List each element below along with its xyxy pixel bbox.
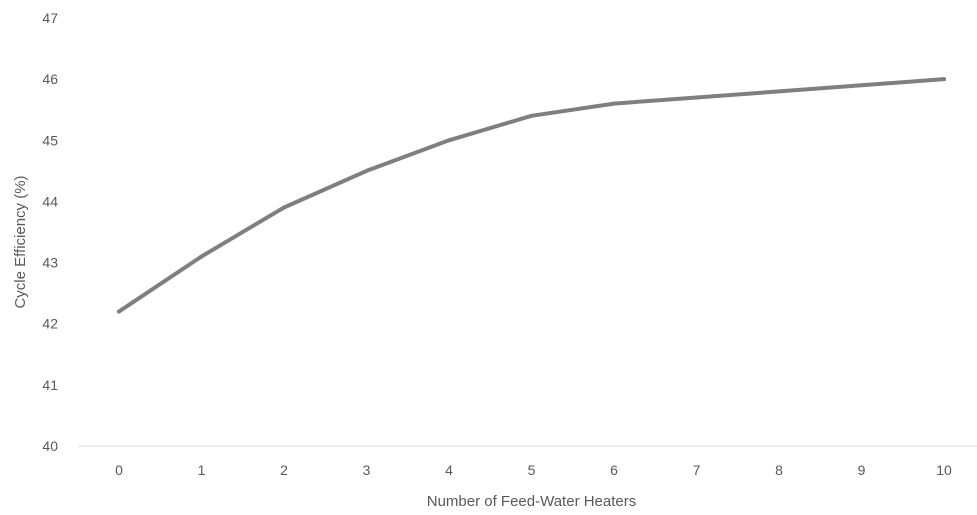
x-tick-label: 2 (280, 462, 288, 478)
data-point (529, 113, 534, 118)
y-tick-label: 44 (42, 193, 58, 209)
y-tick-label: 43 (42, 255, 58, 271)
data-point (859, 83, 864, 88)
data-point (199, 254, 204, 259)
x-tick-label: 3 (363, 462, 371, 478)
y-tick-label: 46 (42, 71, 58, 87)
x-axis-title: Number of Feed-Water Heaters (427, 493, 637, 510)
x-tick-label: 5 (528, 462, 536, 478)
data-point (364, 168, 369, 173)
x-tick-label: 6 (610, 462, 618, 478)
data-point (447, 138, 451, 143)
x-tick-label: 10 (936, 462, 952, 478)
x-tick-label: 4 (445, 462, 453, 478)
x-tick-label: 8 (775, 462, 783, 478)
x-tick-label: 9 (858, 462, 866, 478)
y-tick-label: 40 (42, 438, 58, 454)
y-tick-label: 47 (42, 10, 58, 26)
y-tick-label: 41 (42, 377, 58, 393)
data-point (694, 95, 699, 100)
y-axis-ticks: 40 41 42 43 44 45 46 47 (42, 10, 58, 454)
y-axis-title: Cycle Efficiency (%) (12, 175, 29, 308)
y-tick-label: 42 (42, 316, 58, 332)
series-group (117, 77, 946, 314)
x-tick-label: 1 (198, 462, 206, 478)
data-point (612, 101, 616, 106)
data-point (282, 205, 286, 210)
x-axis-ticks: 0 1 2 3 4 5 6 7 8 9 10 (115, 462, 952, 478)
x-tick-label: 0 (115, 462, 123, 478)
x-tick-label: 7 (693, 462, 701, 478)
data-point (117, 309, 121, 314)
data-point (942, 77, 946, 82)
data-point (777, 89, 781, 94)
y-tick-label: 45 (42, 132, 58, 148)
